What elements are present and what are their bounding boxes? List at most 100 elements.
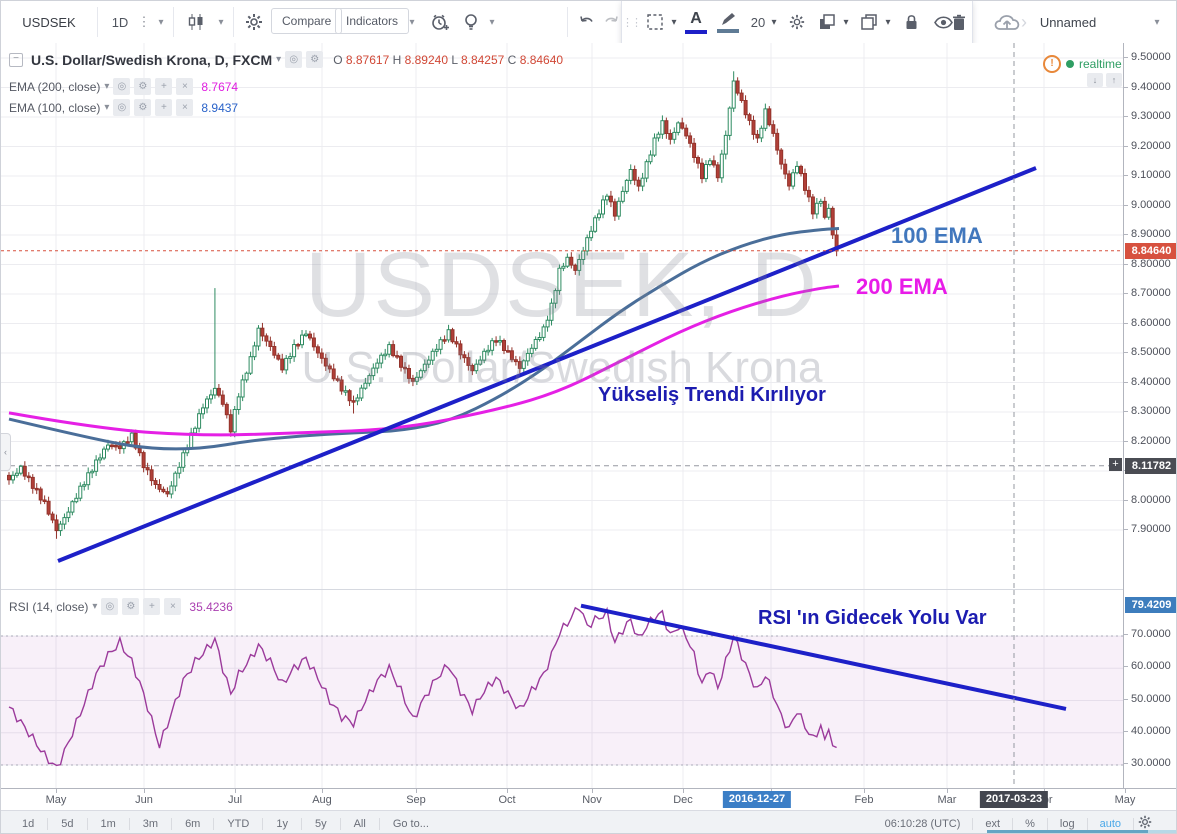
time-axis-label: May <box>45 794 67 806</box>
range-6m[interactable]: 6m <box>172 817 215 830</box>
brush-tool-button[interactable] <box>714 1 742 43</box>
gear-icon[interactable]: ⚙ <box>134 78 152 95</box>
interval-button[interactable]: 1D <box>105 1 135 43</box>
rsi-pane[interactable]: RSI (14, close) ▾ ◎ ⚙ + × 35.4236 RSI 'ı… <box>1 589 1126 789</box>
remove-drawings-button[interactable] <box>946 1 972 43</box>
warning-icon[interactable]: ! <box>1043 55 1061 73</box>
range-ytd[interactable]: YTD <box>214 817 264 830</box>
percent-toggle[interactable]: % <box>1013 817 1048 830</box>
toolbar-separator <box>567 7 568 37</box>
price-axis-label: 8.80000 <box>1124 258 1171 270</box>
rsi-caret[interactable]: ▾ <box>92 601 98 612</box>
font-size-button[interactable]: 20 <box>746 1 770 43</box>
auto-toggle[interactable]: auto <box>1088 817 1134 830</box>
toolbar-separator <box>233 7 234 37</box>
log-toggle[interactable]: log <box>1048 817 1088 830</box>
close-icon[interactable]: × <box>176 78 194 95</box>
collapse-pane-icon[interactable]: − <box>9 52 23 67</box>
time-axis-tick <box>1125 789 1126 793</box>
range-1m[interactable]: 1m <box>88 817 130 830</box>
undo-button[interactable] <box>575 1 599 43</box>
symbol-button[interactable]: USDSEK <box>9 1 89 43</box>
gear-icon[interactable]: ⚙ <box>134 99 152 116</box>
range-3m[interactable]: 3m <box>130 817 173 830</box>
range-5d[interactable]: 5d <box>48 817 88 830</box>
goto-button[interactable]: Go to... <box>392 817 429 830</box>
layers-caret[interactable]: ▾ <box>843 16 849 28</box>
ema200-value: 8.7674 <box>201 79 239 94</box>
ema100-caret[interactable]: ▾ <box>104 102 110 113</box>
interval-dropdown-caret[interactable]: ▾ <box>158 16 164 28</box>
eye-icon[interactable]: ◎ <box>285 51 303 68</box>
eye-icon[interactable]: ◎ <box>113 99 131 116</box>
realtime-label: realtime <box>1079 57 1122 71</box>
close-icon[interactable]: × <box>176 99 194 116</box>
interval-menu-dots-icon[interactable]: ⋮ <box>137 14 151 29</box>
lock-button[interactable] <box>898 1 924 43</box>
eye-icon[interactable]: ◎ <box>113 78 131 95</box>
alert-plus-button[interactable]: + <box>1109 458 1122 471</box>
range-all[interactable]: All <box>341 817 380 830</box>
time-axis-label: Nov <box>582 794 602 806</box>
eye-icon[interactable]: ◎ <box>101 598 119 615</box>
plus-icon[interactable]: + <box>155 99 173 116</box>
indicators-button[interactable]: Indicators <box>335 8 410 34</box>
selection-tool-caret[interactable]: ▾ <box>671 16 677 28</box>
ideas-button[interactable] <box>459 1 483 43</box>
selection-tool-button[interactable] <box>642 1 668 43</box>
layout-name-button[interactable]: Unnamed <box>1033 1 1103 43</box>
price-axis-label: 8.60000 <box>1124 317 1171 329</box>
alert-button[interactable] <box>425 1 455 43</box>
drawing-settings-button[interactable] <box>784 1 810 43</box>
time-axis-label: Dec <box>673 794 693 806</box>
clone-caret[interactable]: ▾ <box>885 16 891 28</box>
clone-button[interactable] <box>856 1 882 43</box>
range-1y[interactable]: 1y <box>263 817 302 830</box>
price-axis-label: 9.30000 <box>1124 110 1171 122</box>
rsi-canvas <box>1 590 1126 789</box>
gear-icon[interactable]: ⚙ <box>306 51 324 68</box>
main-chart-pane[interactable]: USDSEK, D U.S. Dollar/Swedish Krona − U.… <box>1 43 1126 589</box>
axis-settings-button[interactable] <box>1134 815 1156 832</box>
chart-style-caret[interactable]: ▾ <box>218 16 224 28</box>
candlestick-icon <box>188 14 203 30</box>
close-value: 8.84640 <box>519 52 564 67</box>
time-axis[interactable]: MayJunJulAugSepOctNovDecFebMarAprMay2016… <box>1 788 1176 811</box>
rsi-axis-label: 30.0000 <box>1124 757 1171 769</box>
save-layout-button[interactable] <box>985 1 1029 43</box>
layout-caret[interactable]: ▾ <box>1154 16 1160 28</box>
rsi-peak-badge: 79.4209 <box>1125 596 1176 613</box>
chart-style-button[interactable] <box>181 1 211 43</box>
plus-icon[interactable]: + <box>143 598 161 615</box>
indicators-caret[interactable]: ▾ <box>409 16 415 28</box>
rsi-axis-label: 40.0000 <box>1124 725 1171 737</box>
bottom-scroll-indicator-light[interactable] <box>1148 830 1176 833</box>
scale-up-button[interactable]: ↑ <box>1106 73 1122 87</box>
redo-button[interactable] <box>599 1 623 43</box>
time-axis-label: Aug <box>312 794 332 806</box>
close-icon[interactable]: × <box>164 598 182 615</box>
drag-handle-icon[interactable]: ⋮⋮ <box>622 16 642 29</box>
range-1d[interactable]: 1d <box>9 817 49 830</box>
time-axis-label: Feb <box>854 794 874 806</box>
gear-icon[interactable]: ⚙ <box>122 598 140 615</box>
bottom-scroll-indicator[interactable] <box>987 830 1148 833</box>
range-5y[interactable]: 5y <box>302 817 341 830</box>
font-size-caret[interactable]: ▾ <box>771 16 777 28</box>
pane-resize-handle[interactable]: ‹ <box>1 433 11 471</box>
text-tool-button[interactable]: A <box>682 1 710 43</box>
chart-title-caret[interactable]: ▾ <box>276 54 282 65</box>
clock-label[interactable]: 06:10:28 (UTC) <box>873 817 974 830</box>
ema200-caret[interactable]: ▾ <box>104 81 110 92</box>
compare-button[interactable]: Compare <box>271 8 343 34</box>
hide-drawings-button[interactable] <box>930 1 956 43</box>
plus-icon[interactable]: + <box>155 78 173 95</box>
ext-toggle[interactable]: ext <box>973 817 1014 830</box>
chart-properties-button[interactable] <box>241 1 267 43</box>
ideas-caret[interactable]: ▾ <box>489 16 495 28</box>
chart-title: U.S. Dollar/Swedish Krona, D, FXCM <box>31 51 273 68</box>
scale-down-button[interactable]: ↓ <box>1087 73 1103 87</box>
price-axis[interactable]: 9.50000 9.40000 9.30000 9.20000 9.10000 9.000… <box>1123 43 1176 788</box>
layers-order-button[interactable] <box>814 1 840 43</box>
